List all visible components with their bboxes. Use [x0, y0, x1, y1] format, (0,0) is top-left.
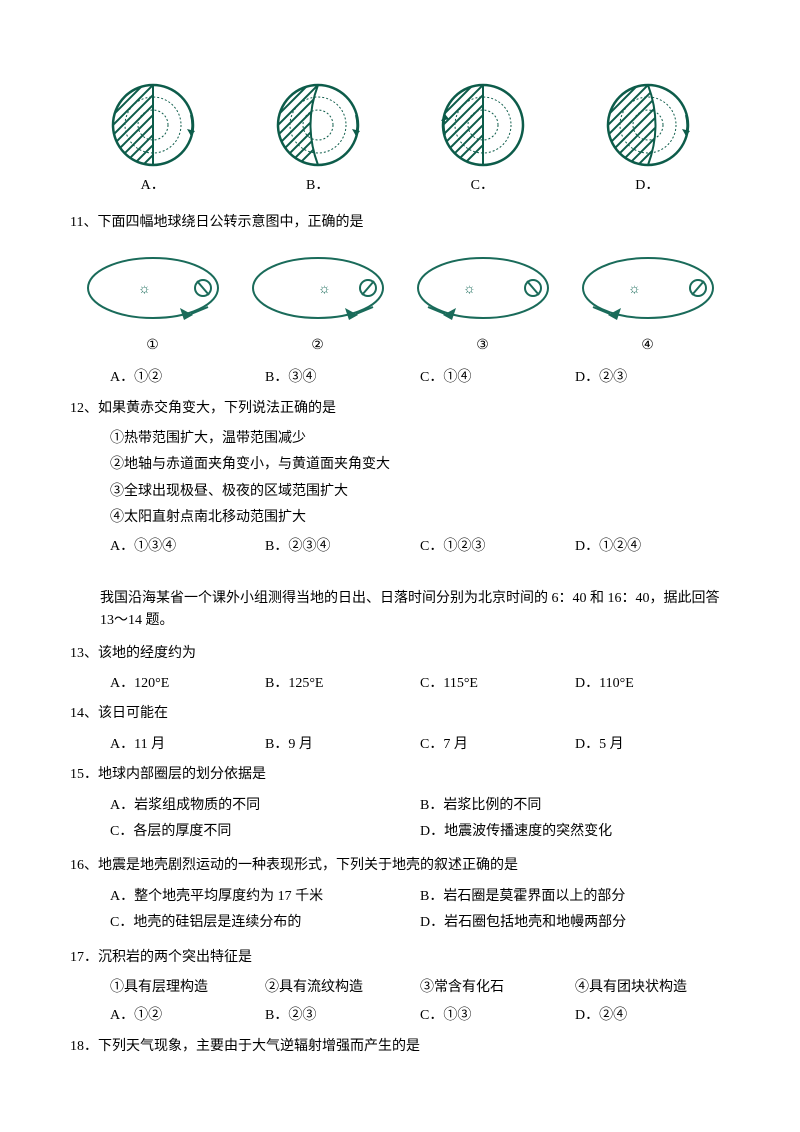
q17-opt-d: D．②④ — [575, 1005, 730, 1027]
q11-opt-b: B．③④ — [265, 367, 420, 389]
q14-options: A．11 月 B．9 月 C．7 月 D．5 月 — [110, 734, 730, 756]
globe-label-d: D． — [635, 175, 659, 197]
q17-opt-a: A．①② — [110, 1005, 265, 1027]
orbit-4: ☼ — [573, 250, 723, 330]
orbit-label-3: ③ — [476, 335, 489, 357]
q17-item1: ①具有层理构造 — [110, 977, 265, 999]
q11-text: 11、下面四幅地球绕日公转示意图中，正确的是 — [70, 212, 730, 234]
orbit-diagram-row: ☼ ☼ ☼ ☼ — [70, 250, 730, 330]
globe-label-row: A． B． C． D． — [70, 175, 730, 197]
globe-diagram-row — [70, 80, 730, 170]
orbit-label-4: ④ — [641, 335, 654, 357]
q12-item4: ④太阳直射点南北移动范围扩大 — [110, 507, 730, 529]
q17-opt-c: C．①③ — [420, 1005, 575, 1027]
q11-options: A．①② B．③④ C．①④ D．②③ — [110, 367, 730, 389]
q11-opt-d: D．②③ — [575, 367, 730, 389]
q11-opt-c: C．①④ — [420, 367, 575, 389]
q13-opt-b: B．125°E — [265, 673, 420, 695]
q12-opt-a: A．①③④ — [110, 536, 265, 558]
q16-text: 16、地震是地壳剧烈运动的一种表现形式，下列关于地壳的叙述正确的是 — [70, 855, 730, 877]
svg-text:☼: ☼ — [318, 282, 331, 297]
q15-opt-a: A．岩浆组成物质的不同 — [110, 795, 420, 817]
q16-opt-a: A．整个地壳平均厚度约为 17 千米 — [110, 886, 420, 908]
q15-opt-b: B．岩浆比例的不同 — [420, 795, 730, 817]
q17-text: 17．沉积岩的两个突出特征是 — [70, 947, 730, 969]
q11-opt-a: A．①② — [110, 367, 265, 389]
q18-text: 18．下列天气现象，主要由于大气逆辐射增强而产生的是 — [70, 1036, 730, 1058]
q12-text: 12、如果黄赤交角变大，下列说法正确的是 — [70, 398, 730, 420]
q12-opt-c: C．①②③ — [420, 536, 575, 558]
q12-opt-d: D．①②④ — [575, 536, 730, 558]
q15-opt-c: C．各层的厚度不同 — [110, 821, 420, 843]
orbit-3: ☼ — [408, 250, 558, 330]
intro-13-14: 我国沿海某省一个课外小组测得当地的日出、日落时间分别为北京时间的 6：40 和 … — [100, 588, 730, 633]
q15-opt-d: D．地震波传播速度的突然变化 — [420, 821, 730, 843]
q13-opt-c: C．115°E — [420, 673, 575, 695]
orbit-label-2: ② — [311, 335, 324, 357]
orbit-label-row: ① ② ③ ④ — [70, 335, 730, 357]
q12-opt-b: B．②③④ — [265, 536, 420, 558]
q16-opt-d: D．岩石圈包括地壳和地幔两部分 — [420, 912, 730, 934]
globe-c — [438, 80, 528, 170]
globe-label-b: B． — [306, 175, 329, 197]
q12-item3: ③全球出现极昼、极夜的区域范围扩大 — [110, 481, 730, 503]
q16-opt-c: C．地壳的硅铝层是连续分布的 — [110, 912, 420, 934]
q14-opt-d: D．5 月 — [575, 734, 730, 756]
q13-options: A．120°E B．125°E C．115°E D．110°E — [110, 673, 730, 695]
q17-items: ①具有层理构造 ②具有流纹构造 ③常含有化石 ④具有团块状构造 — [110, 977, 730, 999]
q13-opt-a: A．120°E — [110, 673, 265, 695]
globe-b — [273, 80, 363, 170]
q13-opt-d: D．110°E — [575, 673, 730, 695]
q14-opt-c: C．7 月 — [420, 734, 575, 756]
q14-opt-a: A．11 月 — [110, 734, 265, 756]
q15-text: 15．地球内部圈层的划分依据是 — [70, 764, 730, 786]
q17-opt-b: B．②③ — [265, 1005, 420, 1027]
q12-item1: ①热带范围扩大，温带范围减少 — [110, 428, 730, 450]
q17-item3: ③常含有化石 — [420, 977, 575, 999]
svg-text:☼: ☼ — [628, 282, 641, 297]
q15-options: A．岩浆组成物质的不同 B．岩浆比例的不同 C．各层的厚度不同 D．地震波传播速… — [110, 795, 730, 848]
orbit-label-1: ① — [146, 335, 159, 357]
q17-options: A．①② B．②③ C．①③ D．②④ — [110, 1005, 730, 1027]
svg-text:☼: ☼ — [138, 282, 151, 297]
q16-opt-b: B．岩石圈是莫霍界面以上的部分 — [420, 886, 730, 908]
orbit-2: ☼ — [243, 250, 393, 330]
q17-item2: ②具有流纹构造 — [265, 977, 420, 999]
orbit-1: ☼ — [78, 250, 228, 330]
globe-a — [108, 80, 198, 170]
globe-label-c: C． — [471, 175, 494, 197]
q17-item4: ④具有团块状构造 — [575, 977, 730, 999]
q14-opt-b: B．9 月 — [265, 734, 420, 756]
q13-text: 13、该地的经度约为 — [70, 643, 730, 665]
q12-options: A．①③④ B．②③④ C．①②③ D．①②④ — [110, 536, 730, 558]
q12-item2: ②地轴与赤道面夹角变小，与黄道面夹角变大 — [110, 454, 730, 476]
globe-label-a: A． — [141, 175, 165, 197]
svg-text:☼: ☼ — [463, 282, 476, 297]
globe-d — [603, 80, 693, 170]
q16-options: A．整个地壳平均厚度约为 17 千米 B．岩石圈是莫霍界面以上的部分 C．地壳的… — [110, 886, 730, 939]
q14-text: 14、该日可能在 — [70, 703, 730, 725]
